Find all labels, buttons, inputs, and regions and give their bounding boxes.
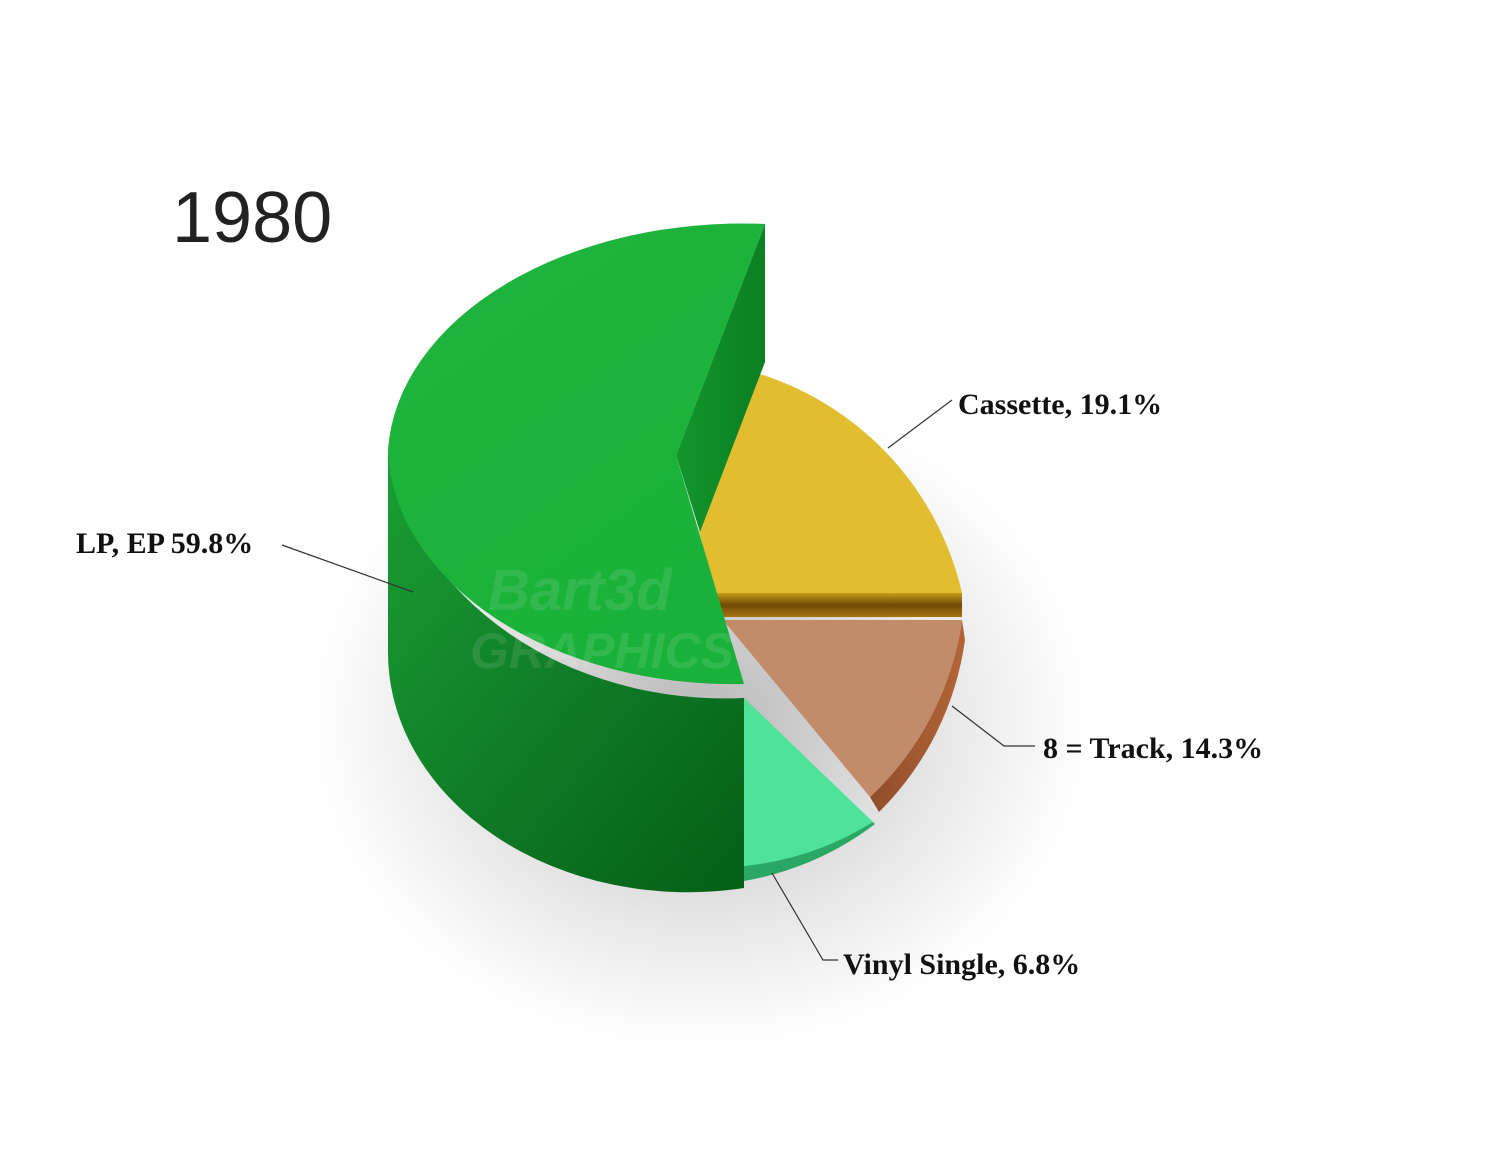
leader-line-cassette: [887, 399, 953, 449]
watermark: Bart3d GRAPHICS: [470, 558, 734, 679]
slice-cassette-top: [699, 368, 962, 593]
slice-lp-ep-inner-wall: [676, 224, 765, 532]
leader-line-lp-ep: [281, 544, 414, 593]
slice-cassette-edge: [714, 593, 962, 617]
slice-lp-ep-top: [388, 223, 765, 685]
label-lp-ep: LP, EP 59.8%: [76, 527, 253, 560]
slice-lp-ep-side: [387, 450, 744, 893]
slice-8-track: [723, 620, 965, 812]
label-vinyl-single: Vinyl Single, 6.8%: [843, 948, 1080, 981]
slice-cassette: [699, 368, 962, 617]
watermark-line1: Bart3d: [488, 558, 673, 623]
slice-vinyl-single: [744, 698, 875, 881]
label-8-track: 8 = Track, 14.3%: [1043, 732, 1263, 765]
chart-title: 1980: [172, 178, 332, 258]
leader-line-8-track: [951, 705, 1035, 747]
slice-8-track-top: [723, 620, 962, 797]
slice-vinyl-single-top: [744, 698, 873, 866]
label-cassette: Cassette, 19.1%: [958, 388, 1162, 421]
watermark-line2: GRAPHICS: [470, 623, 734, 679]
leader-line-vinyl-single: [771, 872, 838, 961]
slice-lp-ep: [387, 223, 765, 893]
slice-8-track-side: [870, 620, 965, 812]
